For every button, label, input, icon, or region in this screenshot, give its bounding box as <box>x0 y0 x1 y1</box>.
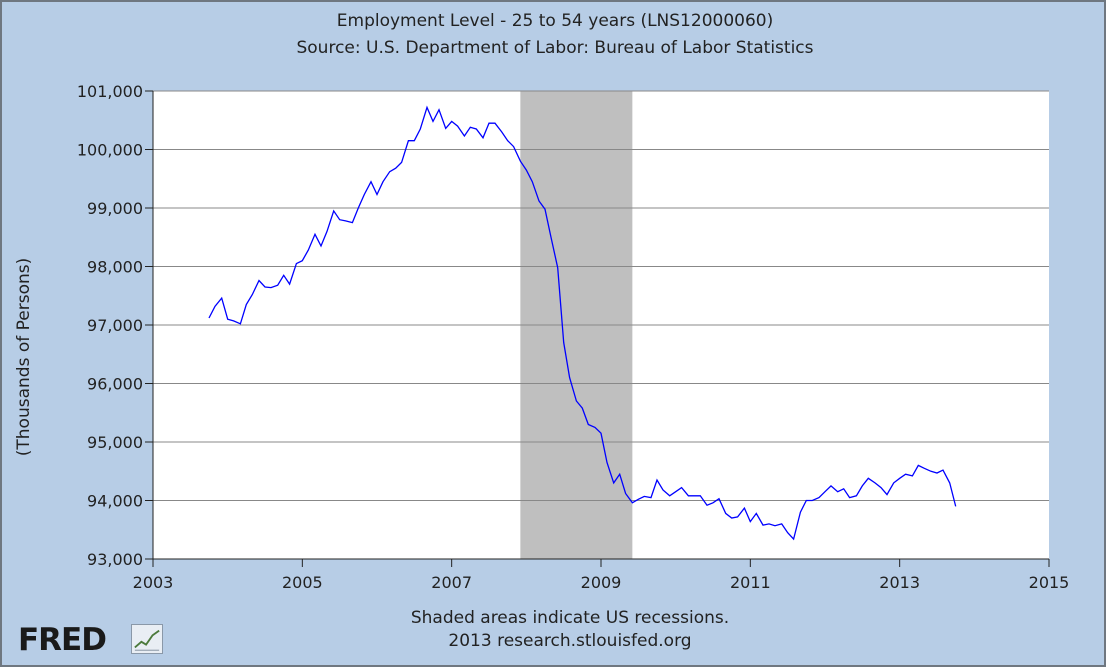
y-tick-label: 93,000 <box>87 550 143 569</box>
y-tick-label: 97,000 <box>87 316 143 335</box>
y-tick-label: 99,000 <box>87 199 143 218</box>
y-tick-label: 98,000 <box>87 258 143 277</box>
y-tick-label: 96,000 <box>87 375 143 394</box>
y-axis-label: (Thousands of Persons) <box>14 257 34 457</box>
line-chart-icon <box>131 624 163 654</box>
x-tick-label: 2015 <box>1029 573 1070 592</box>
x-tick-label: 2007 <box>431 573 472 592</box>
x-tick-label: 2009 <box>581 573 622 592</box>
fred-logo[interactable]: FRED <box>18 622 168 662</box>
recession-note: Shaded areas indicate US recessions. <box>410 608 730 628</box>
x-tick-label: 2003 <box>133 573 174 592</box>
y-tick-label: 100,000 <box>77 141 143 160</box>
credit-link[interactable]: 2013 research.stlouisfed.org <box>448 631 692 651</box>
fred-logo-text: FRED <box>18 622 107 658</box>
x-tick-label: 2005 <box>282 573 323 592</box>
y-tick-label: 94,000 <box>87 492 143 511</box>
x-tick-label: 2013 <box>879 573 920 592</box>
y-tick-label: 95,000 <box>87 433 143 452</box>
x-tick-label: 2011 <box>730 573 771 592</box>
chart-source: Source: U.S. Department of Labor: Bureau… <box>296 38 814 58</box>
chart-title: Employment Level - 25 to 54 years (LNS12… <box>336 11 774 31</box>
series-line <box>208 105 957 541</box>
y-tick-label: 101,000 <box>77 82 143 101</box>
